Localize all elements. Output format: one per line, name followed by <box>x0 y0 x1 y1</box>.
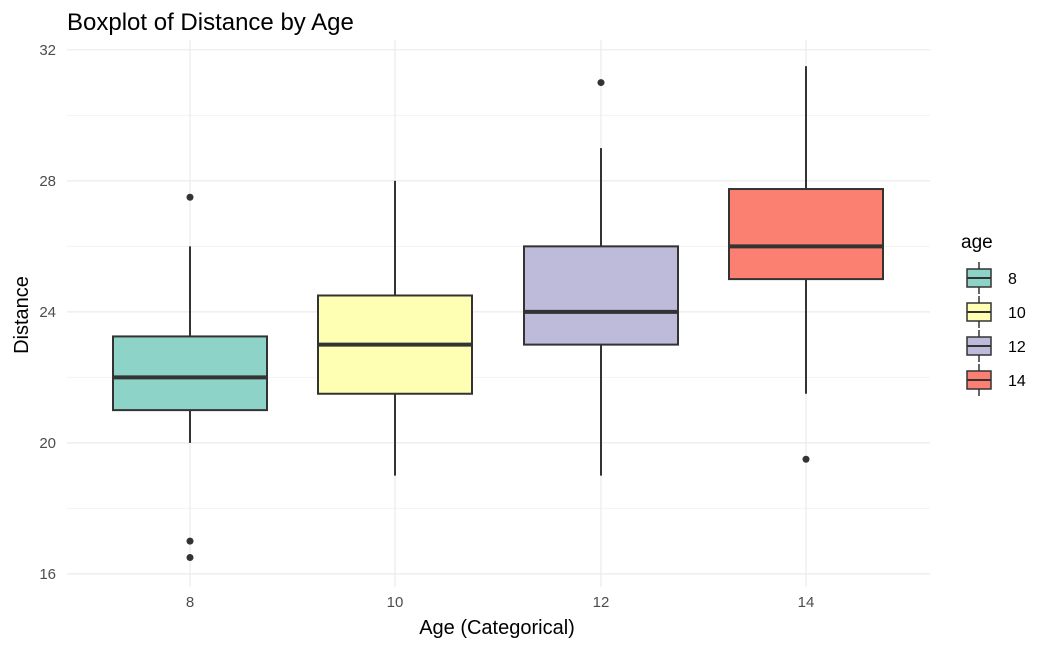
legend: age 8 10 12 14 <box>961 232 1026 396</box>
y-tick-label: 32 <box>39 42 56 59</box>
x-tick-label: 8 <box>186 594 194 611</box>
outlier-point <box>186 537 194 545</box>
y-axis-title: Distance <box>11 276 33 354</box>
legend-key-10 <box>966 296 992 328</box>
y-tick-label: 24 <box>39 304 56 321</box>
x-axis-title: Age (Categorical) <box>419 617 575 639</box>
x-tick-label: 12 <box>593 594 610 611</box>
outlier-point <box>597 79 605 87</box>
outlier-point <box>802 455 810 463</box>
legend-label: 8 <box>1008 271 1017 288</box>
legend-key-8 <box>966 262 992 294</box>
box-group-10 <box>317 180 473 476</box>
x-tick-label: 10 <box>387 594 404 611</box>
chart-title: Boxplot of Distance by Age <box>67 9 354 36</box>
outlier-point <box>186 554 194 562</box>
outlier-point <box>186 193 194 201</box>
x-tick-labels: 8 10 12 14 <box>186 594 815 611</box>
legend-label: 10 <box>1008 305 1026 322</box>
box <box>523 245 679 346</box>
y-tick-label: 28 <box>39 173 56 190</box>
legend-key-14 <box>966 364 992 396</box>
y-tick-labels: 16 20 24 28 32 <box>39 42 56 583</box>
y-tick-label: 16 <box>39 566 56 583</box>
legend-label: 12 <box>1008 339 1026 356</box>
legend-label: 14 <box>1008 373 1026 390</box>
box-group-8 <box>112 193 268 562</box>
grid <box>67 40 930 587</box>
boxes <box>112 66 884 562</box>
box-group-12 <box>523 79 679 476</box>
legend-key-12 <box>966 330 992 362</box>
x-tick-label: 14 <box>798 594 815 611</box>
box-group-14 <box>728 66 884 463</box>
box <box>112 335 268 412</box>
box <box>728 188 884 281</box>
y-tick-label: 20 <box>39 435 56 452</box>
legend-title: age <box>961 232 993 253</box>
